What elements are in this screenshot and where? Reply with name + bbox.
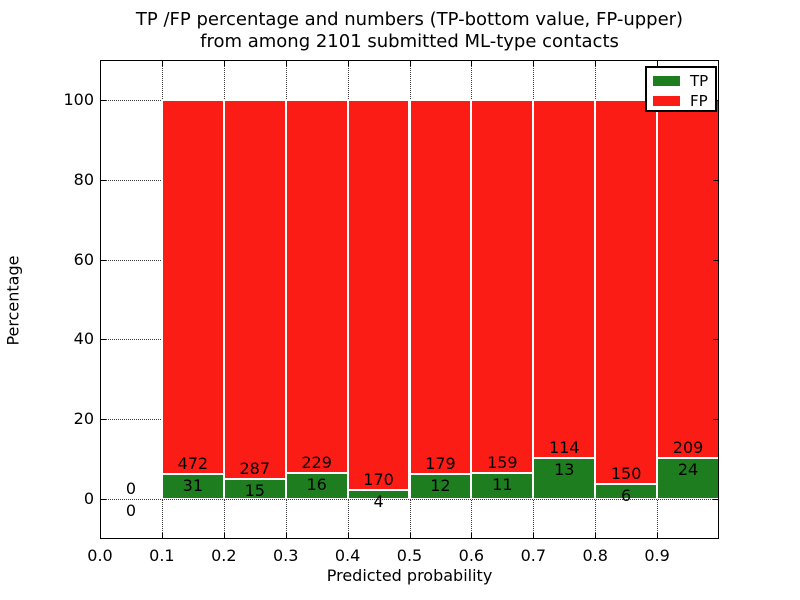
- bar-segment-tp: [595, 483, 658, 500]
- y-tick-left: [101, 499, 106, 501]
- x-tick-bottom: [100, 533, 101, 538]
- y-tick-left: [101, 179, 106, 181]
- tp-count-label: 31: [182, 476, 204, 496]
- fp-count-label: 179: [425, 454, 456, 473]
- fp-count-label: 209: [672, 437, 704, 457]
- x-tick-bottom: [285, 533, 287, 538]
- x-tick-label: 0.1: [149, 546, 175, 565]
- x-tick-label: 0.0: [87, 546, 113, 565]
- bar-segment-fp: [223, 99, 286, 480]
- y-tick-right: [713, 419, 718, 421]
- x-tick-bottom: [657, 533, 659, 538]
- tp-count-label: 13: [554, 460, 575, 480]
- tp-count-label: 4: [373, 491, 384, 511]
- x-tick-top: [471, 61, 473, 66]
- bar-segment-fp: [595, 99, 658, 484]
- y-tick-left: [101, 419, 106, 421]
- bar-segment-tp: [223, 479, 286, 500]
- x-tick-label: 0.4: [334, 546, 361, 565]
- y-tick-label: 100: [63, 89, 94, 109]
- chart-title-line2: from among 2101 submitted ML-type contac…: [200, 31, 619, 52]
- x-tick-label: 0.5: [396, 546, 423, 565]
- legend-label-tp: TP: [690, 72, 709, 90]
- x-tick-label: 0.7: [520, 546, 547, 565]
- bar-segment-tp: [347, 489, 410, 500]
- chart-title: TP /FP percentage and numbers (TP-bottom…: [100, 9, 719, 53]
- x-tick-top: [161, 61, 163, 66]
- y-axis-label: Percentage: [3, 255, 23, 346]
- bar-segment-tp: [471, 473, 534, 500]
- y-tick-right: [713, 339, 718, 341]
- x-tick-bottom: [161, 533, 163, 538]
- y-tick-label: 0: [83, 489, 94, 509]
- x-tick-bottom: [223, 533, 225, 538]
- bar-segment-fp: [285, 99, 348, 473]
- bar-segment-fp: [533, 99, 596, 459]
- bar-segment-fp: [347, 99, 410, 490]
- x-tick-top: [285, 61, 287, 66]
- x-tick-top: [100, 61, 101, 66]
- bar-segment-tp: [409, 474, 472, 500]
- x-tick-top: [409, 61, 411, 66]
- tp-count-label: 6: [621, 485, 632, 505]
- x-tick-bottom: [347, 533, 349, 538]
- fp-count-label: 159: [487, 453, 518, 473]
- fp-count-label: 0: [125, 479, 137, 499]
- bar-segment-fp: [161, 99, 224, 475]
- chart-title-line1: TP /FP percentage and numbers (TP-bottom…: [135, 9, 684, 30]
- tp-count-label: 15: [244, 481, 265, 501]
- y-tick-right: [713, 259, 718, 261]
- legend: TP FP: [645, 66, 717, 112]
- y-tick-left: [101, 339, 106, 341]
- bar-segment-tp: [533, 458, 596, 500]
- x-tick-label: 0.2: [211, 546, 237, 565]
- x-axis-label: Predicted probability: [326, 566, 493, 585]
- fp-swatch-icon: [653, 96, 680, 106]
- tp-swatch-icon: [653, 76, 680, 86]
- tp-count-label: 0: [125, 501, 137, 521]
- bar-segment-tp: [161, 474, 224, 500]
- y-tick-left: [101, 259, 106, 261]
- x-tick-label: 0.8: [582, 546, 608, 565]
- x-tick-top: [347, 61, 349, 66]
- x-tick-top: [223, 61, 225, 66]
- x-tick-top: [595, 61, 597, 66]
- x-tick-top: [657, 61, 659, 66]
- y-tick-label: 60: [73, 249, 94, 269]
- bar-segment-fp: [657, 99, 719, 458]
- y-tick-right: [713, 179, 718, 181]
- fp-count-label: 229: [301, 453, 332, 472]
- fp-count-label: 170: [363, 469, 394, 489]
- x-tick-label: 0.6: [458, 546, 485, 565]
- x-tick-label: 0.9: [644, 546, 670, 565]
- bar-segment-fp: [471, 99, 534, 474]
- tp-count-label: 16: [306, 475, 327, 494]
- tp-count-label: 12: [430, 476, 451, 495]
- x-tick-bottom: [533, 533, 535, 538]
- x-tick-top: [533, 61, 535, 66]
- x-tick-label: 0.3: [272, 546, 299, 565]
- y-tick-label: 80: [73, 169, 94, 189]
- x-tick-bottom: [471, 533, 473, 538]
- bar-segment-tp: [285, 473, 348, 500]
- fp-count-label: 472: [177, 454, 209, 474]
- fp-count-label: 150: [610, 463, 642, 483]
- x-tick-bottom: [595, 533, 597, 538]
- tp-count-label: 11: [492, 475, 513, 495]
- y-tick-right: [713, 499, 718, 501]
- bar-segment-fp: [409, 99, 472, 474]
- y-tick-label: 40: [73, 329, 94, 349]
- y-tick-left: [101, 99, 106, 101]
- x-tick-bottom: [409, 533, 411, 538]
- legend-entry-fp: FP: [653, 92, 709, 110]
- fp-count-label: 114: [548, 438, 580, 458]
- legend-entry-tp: TP: [653, 72, 709, 90]
- legend-label-fp: FP: [690, 92, 708, 110]
- tp-count-label: 24: [677, 459, 699, 479]
- fp-count-label: 287: [239, 459, 271, 479]
- y-tick-label: 20: [73, 409, 94, 429]
